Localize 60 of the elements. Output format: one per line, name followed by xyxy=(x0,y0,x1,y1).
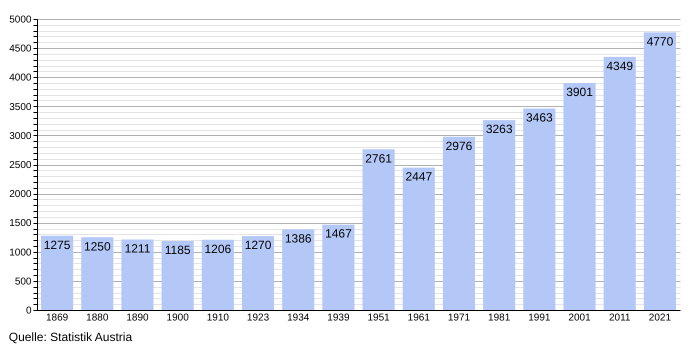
x-tick-label: 1880 xyxy=(86,312,109,324)
x-tick-label: 1869 xyxy=(46,312,69,324)
x-tick-label: 1900 xyxy=(166,312,190,324)
y-tick-label: 3500 xyxy=(9,102,32,113)
y-tick-label: 0 xyxy=(26,306,32,316)
x-tick-label: 1971 xyxy=(448,312,471,324)
data-label: 4770 xyxy=(646,34,674,48)
bar xyxy=(41,236,74,310)
y-tick-label: 2000 xyxy=(9,189,32,200)
data-label: 1185 xyxy=(164,243,191,258)
bar xyxy=(282,229,314,310)
data-label: 1275 xyxy=(44,238,71,252)
bar xyxy=(362,149,395,310)
x-tick-label: 1910 xyxy=(206,312,230,324)
y-tick-label: 3000 xyxy=(9,130,32,142)
x-tick-label: 2011 xyxy=(608,312,631,324)
x-tick-label: 1939 xyxy=(327,312,350,324)
bar xyxy=(604,56,636,310)
x-tick-label: 1961 xyxy=(408,312,430,324)
source-note: Quelle: Statistik Austria xyxy=(8,330,132,344)
x-tick-label: 1923 xyxy=(246,312,270,324)
data-label: 1211 xyxy=(124,242,151,256)
bar xyxy=(81,237,114,310)
data-label: 3263 xyxy=(486,122,513,136)
bar xyxy=(121,240,154,310)
data-label: 1467 xyxy=(325,226,352,241)
x-tick-label: 2001 xyxy=(568,312,592,324)
data-label: 2976 xyxy=(446,138,473,153)
data-label: 2761 xyxy=(365,151,392,166)
y-tick-label: 1000 xyxy=(9,247,32,258)
bar xyxy=(442,136,476,310)
data-label: 4349 xyxy=(606,58,634,73)
bar xyxy=(242,236,274,310)
bar xyxy=(483,120,516,310)
bar xyxy=(162,241,194,310)
data-label: 1206 xyxy=(204,242,232,256)
x-tick-label: 1934 xyxy=(287,312,310,324)
bar xyxy=(202,240,234,310)
y-tick-label: 4000 xyxy=(9,72,32,84)
bar xyxy=(523,108,556,310)
bar xyxy=(322,224,354,310)
x-tick-label: 1890 xyxy=(126,312,150,324)
data-label: 1250 xyxy=(84,239,111,254)
data-label: 1386 xyxy=(284,231,312,246)
y-tick-label: 4500 xyxy=(9,44,32,55)
data-label: 3463 xyxy=(526,110,554,124)
y-tick-label: 500 xyxy=(14,276,32,288)
bar xyxy=(644,32,676,310)
x-tick-label: 1981 xyxy=(488,312,511,324)
bar xyxy=(402,168,435,310)
data-label: 3901 xyxy=(566,84,594,99)
data-label: 2447 xyxy=(405,170,432,184)
data-label: 1270 xyxy=(244,238,272,252)
bar xyxy=(563,82,596,310)
y-tick-label: 2500 xyxy=(9,160,32,171)
y-tick-label: 1500 xyxy=(9,218,32,230)
x-tick-label: 1991 xyxy=(528,312,551,324)
x-tick-label: 1951 xyxy=(367,312,390,324)
y-tick-label: 5000 xyxy=(9,14,32,26)
x-tick-label: 2021 xyxy=(648,312,672,324)
